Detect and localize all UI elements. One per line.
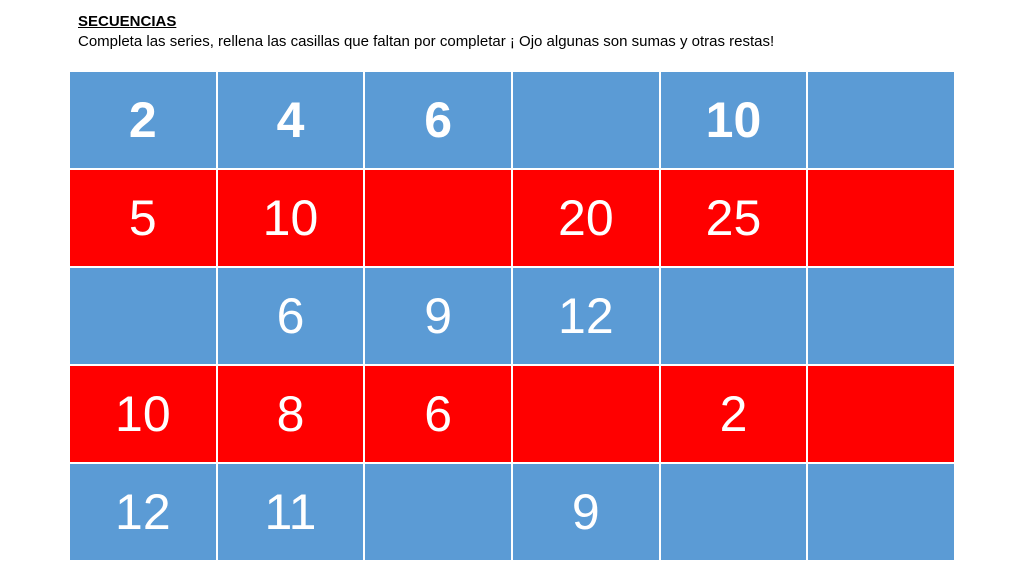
sequence-cell: 20 xyxy=(513,170,659,266)
sequence-cell: 6 xyxy=(217,268,364,364)
sequence-cell: 6 xyxy=(365,72,511,168)
sequence-cell-empty[interactable] xyxy=(660,268,807,364)
instructions-text: Completa las series, rellena las casilla… xyxy=(78,33,775,50)
sequence-cell: 6 xyxy=(365,366,511,462)
sequence-cell: 12 xyxy=(513,268,659,364)
sequence-cell-empty[interactable] xyxy=(513,366,659,462)
sequence-cell: 4 xyxy=(217,72,364,168)
sequence-cell-empty[interactable] xyxy=(808,464,954,560)
sequence-grid: 2 4 6 10 5 10 20 25 6 9 12 10 8 6 2 12 11 9 xyxy=(70,72,954,560)
sequence-cell-empty[interactable] xyxy=(365,464,511,560)
sequence-cell: 2 xyxy=(660,366,807,462)
sequence-cell-empty[interactable] xyxy=(660,464,807,560)
sequence-cell: 10 xyxy=(217,170,364,266)
sequence-cell: 25 xyxy=(660,170,807,266)
sequence-cell-empty[interactable] xyxy=(513,72,659,168)
sequence-cell-empty[interactable] xyxy=(808,72,954,168)
sequence-cell: 5 xyxy=(70,170,216,266)
sequence-cell: 8 xyxy=(217,366,364,462)
sequence-cell-empty[interactable] xyxy=(808,268,954,364)
sequence-cell-empty[interactable] xyxy=(808,170,954,266)
sequence-cell-empty[interactable] xyxy=(808,366,954,462)
sequence-cell: 10 xyxy=(660,72,807,168)
sequence-cell: 9 xyxy=(513,464,659,560)
sequence-cell: 2 xyxy=(70,72,216,168)
sequence-cell-empty[interactable] xyxy=(365,170,511,266)
sequence-cell-empty[interactable] xyxy=(70,268,216,364)
sequence-cell: 11 xyxy=(217,464,364,560)
sequence-cell: 12 xyxy=(70,464,216,560)
sequence-cell: 10 xyxy=(70,366,216,462)
page-title: SECUENCIAS xyxy=(78,13,177,30)
sequence-cell: 9 xyxy=(365,268,511,364)
